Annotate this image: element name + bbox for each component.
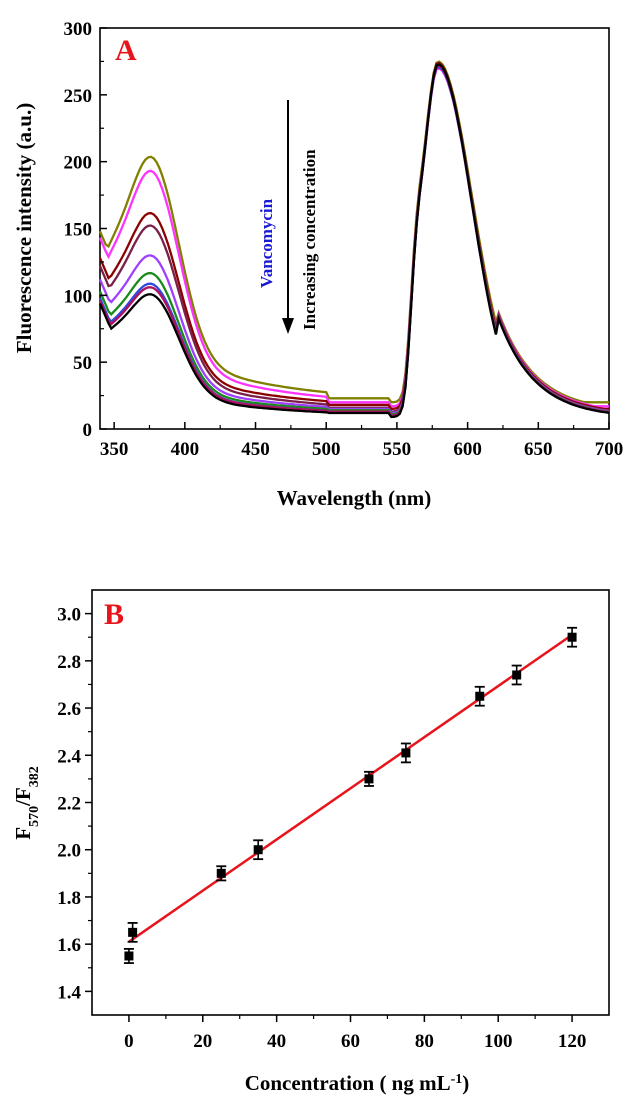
- y-tick-label: 50: [73, 353, 92, 374]
- data-point-1: [123, 947, 134, 964]
- arrow-label: Increasing concentration: [300, 149, 319, 330]
- x-tick-label: 350: [100, 439, 129, 460]
- y-tick-label: 300: [64, 19, 93, 40]
- y-tick-label: 250: [64, 86, 93, 107]
- x-tick-label: 60: [341, 1031, 360, 1052]
- x-tick-label: 600: [453, 439, 482, 460]
- spectrum-series-1: [98, 60, 609, 404]
- x-tick-label: 80: [415, 1031, 434, 1052]
- linear-fit-line: [128, 633, 573, 943]
- y-tick-label: 2.4: [57, 746, 81, 767]
- panel-b-label: B: [104, 598, 124, 631]
- data-point-5: [363, 770, 374, 787]
- x-tick-label: 400: [171, 439, 200, 460]
- spectrum-series-9: [98, 63, 610, 419]
- x-tick-label: 650: [524, 439, 553, 460]
- x-tick-label: 500: [312, 439, 341, 460]
- panel-b-points: [123, 626, 578, 964]
- x-tick-label: 550: [383, 439, 412, 460]
- panel-a-y-ticks: 0 50 100 150 200 250 300: [64, 19, 107, 441]
- y-tick-label: 0: [83, 420, 93, 441]
- y-tick-label: 2.2: [57, 794, 81, 815]
- panel-a: 350 400 450 500 550 600 650 700 0 50 100 150 200 250…: [12, 19, 623, 510]
- x-tick-label: 450: [241, 439, 270, 460]
- x-tick-label: 120: [558, 1031, 587, 1052]
- panel-b-x-axis-label: Concentration ( ng mL-1): [245, 1071, 470, 1095]
- concentration-arrow: [282, 100, 294, 334]
- data-point-3: [216, 865, 227, 882]
- data-point-2: [127, 922, 138, 943]
- y-tick-label: 1.6: [57, 935, 81, 956]
- panel-b-fit: [128, 633, 573, 943]
- panel-a-curves: [98, 60, 610, 419]
- panel-b: 0 20 40 60 80 100 120 1.4 1.6 1.8 2.0 2.2 2.4 2.6 2.8…: [11, 589, 610, 1095]
- y-tick-label: 1.4: [57, 982, 81, 1003]
- panel-a-label: A: [115, 34, 137, 67]
- y-tick-label: 100: [64, 286, 93, 307]
- data-point-4: [253, 839, 264, 861]
- data-point-7: [474, 685, 485, 707]
- panel-b-y-ticks: 1.4 1.6 1.8 2.0 2.2 2.4 2.6 2.8 3.0: [57, 605, 92, 1003]
- data-point-6: [400, 742, 411, 764]
- panel-b-x-ticks: 0 20 40 60 80 100 120: [124, 1015, 586, 1052]
- panel-b-y-axis-label: F570/F382: [11, 766, 42, 840]
- y-tick-label: 2.0: [57, 841, 81, 862]
- analyte-label: Vancomycin: [257, 198, 276, 288]
- panel-b-frame: [91, 589, 610, 1016]
- y-tick-label: 200: [64, 153, 93, 174]
- x-tick-label: 700: [595, 439, 624, 460]
- y-tick-label: 1.8: [57, 888, 81, 909]
- data-point-8: [511, 664, 522, 686]
- x-tick-label: 20: [193, 1031, 212, 1052]
- y-tick-label: 3.0: [57, 605, 81, 626]
- panel-a-x-ticks: 350 400 450 500 550 600 650 700: [100, 422, 623, 460]
- x-tick-label: 0: [124, 1031, 134, 1052]
- y-tick-label: 2.6: [57, 699, 81, 720]
- panel-a-x-axis-label: Wavelength (nm): [277, 486, 432, 510]
- data-point-9: [567, 626, 578, 648]
- y-tick-label: 2.8: [57, 652, 81, 673]
- x-tick-label: 40: [267, 1031, 286, 1052]
- panel-a-y-axis-label: Fluorescence intensity (a.u.): [12, 103, 36, 353]
- y-tick-label: 150: [64, 220, 93, 241]
- x-tick-label: 100: [484, 1031, 513, 1052]
